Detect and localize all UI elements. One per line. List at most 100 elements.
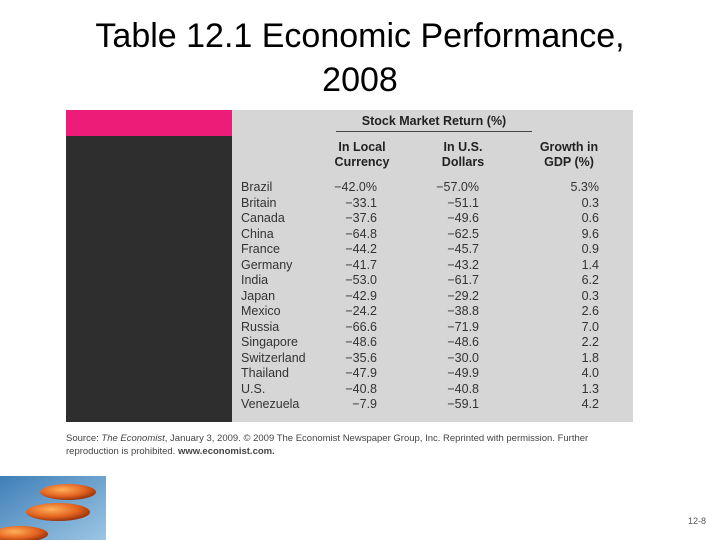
usd-return-cell: −30.0 bbox=[447, 350, 479, 365]
table-row: Venezuela −7.9 −59.1 4.2 bbox=[232, 397, 633, 413]
table-row: Canada −37.6 −49.6 0.6 bbox=[232, 211, 633, 227]
group-header: Stock Market Return (%) bbox=[336, 114, 532, 132]
source-label: Source: bbox=[66, 433, 99, 444]
usd-return-cell: −51.1 bbox=[447, 195, 479, 210]
gdp-growth-cell: 0.3 bbox=[581, 288, 599, 303]
country-cell: Japan bbox=[241, 288, 276, 303]
gdp-growth-cell: 2.2 bbox=[581, 335, 599, 349]
table-row: Japan −42.9 −29.2 0.3 bbox=[232, 289, 633, 305]
figure-left-panel bbox=[66, 110, 232, 422]
column-header-local: In Local Currency bbox=[314, 140, 410, 170]
table-row: Germany −41.7 −43.2 1.4 bbox=[232, 258, 633, 274]
country-cell: Mexico bbox=[241, 304, 281, 318]
local-return-cell: −40.8 bbox=[345, 381, 377, 396]
usd-return-cell: −49.9 bbox=[447, 366, 479, 380]
title-line-1: Table 12.1 Economic Performance, bbox=[95, 17, 625, 55]
usd-return-cell: −48.6 bbox=[447, 335, 479, 349]
table-row: Russia −66.6 −71.9 7.0 bbox=[232, 320, 633, 336]
data-table: Stock Market Return (%) In Local Currenc… bbox=[232, 110, 633, 422]
usd-return-cell: −49.6 bbox=[447, 211, 479, 225]
gdp-growth-cell: 6.2 bbox=[581, 273, 599, 287]
column-header-usd-line2: Dollars bbox=[441, 155, 485, 169]
column-header-gdp-line1: Growth in bbox=[539, 140, 599, 154]
gdp-growth-cell: 5.3% bbox=[570, 180, 600, 194]
usd-return-cell: −61.7 bbox=[447, 273, 479, 287]
gdp-growth-cell: 4.0 bbox=[581, 366, 599, 380]
table-row: France −44.2 −45.7 0.9 bbox=[232, 242, 633, 258]
source-text: , January 3, 2009. © 2009 The Economist … bbox=[66, 433, 589, 457]
table-row: Britain −33.1 −51.1 0.3 bbox=[232, 196, 633, 212]
local-return-cell: −41.7 bbox=[345, 257, 377, 272]
local-return-cell: −42.9 bbox=[345, 288, 377, 303]
country-cell: Brazil bbox=[241, 180, 273, 194]
gdp-growth-cell: 9.6 bbox=[581, 226, 599, 241]
usd-return-cell: −43.2 bbox=[447, 257, 479, 272]
source-note: Source: The Economist, January 3, 2009. … bbox=[66, 432, 626, 458]
table-figure: Stock Market Return (%) In Local Currenc… bbox=[66, 110, 633, 422]
usd-return-cell: −62.5 bbox=[447, 226, 479, 241]
source-publication: The Economist bbox=[101, 433, 165, 444]
gdp-growth-cell: 1.4 bbox=[581, 257, 599, 272]
table-row: Singapore −48.6 −48.6 2.2 bbox=[232, 335, 633, 351]
local-return-cell: −44.2 bbox=[345, 242, 377, 256]
country-cell: Thailand bbox=[241, 366, 289, 380]
slide-number: 12-8 bbox=[687, 516, 706, 526]
table-row: Brazil −42.0% −57.0% 5.3% bbox=[232, 180, 633, 196]
country-cell: China bbox=[241, 226, 274, 241]
country-cell: France bbox=[241, 242, 280, 256]
column-header-usd: In U.S. Dollars bbox=[418, 140, 508, 170]
gdp-growth-cell: 1.3 bbox=[581, 381, 599, 396]
country-cell: Singapore bbox=[241, 335, 298, 349]
slide-title: Table 12.1 Economic Performance, 2008 bbox=[20, 14, 700, 102]
column-header-usd-line1: In U.S. bbox=[443, 140, 483, 154]
column-header-local-line2: Currency bbox=[334, 155, 390, 169]
usd-return-cell: −59.1 bbox=[447, 397, 479, 411]
column-header-gdp-line2: GDP (%) bbox=[544, 155, 594, 169]
table-body: Brazil −42.0% −57.0% 5.3% Britain −33.1 −51.1 0… bbox=[232, 180, 633, 413]
country-cell: U.S. bbox=[241, 381, 266, 396]
table-row: China −64.8 −62.5 9.6 bbox=[232, 227, 633, 243]
local-return-cell: −37.6 bbox=[345, 211, 377, 225]
usd-return-cell: −38.8 bbox=[447, 304, 479, 318]
table-row: U.S. −40.8 −40.8 1.3 bbox=[232, 382, 633, 398]
usd-return-cell: −57.0% bbox=[436, 180, 479, 194]
country-cell: Switzerland bbox=[241, 350, 306, 365]
gdp-growth-cell: 4.2 bbox=[581, 397, 599, 411]
local-return-cell: −35.6 bbox=[345, 350, 377, 365]
country-cell: Germany bbox=[241, 257, 293, 272]
gdp-growth-cell: 0.3 bbox=[581, 195, 599, 210]
usd-return-cell: −40.8 bbox=[447, 381, 479, 396]
country-cell: Canada bbox=[241, 211, 285, 225]
pink-accent-bar bbox=[66, 110, 232, 136]
table-row: India −53.0 −61.7 6.2 bbox=[232, 273, 633, 289]
usd-return-cell: −29.2 bbox=[447, 288, 479, 303]
gdp-growth-cell: 2.6 bbox=[581, 304, 599, 318]
local-return-cell: −7.9 bbox=[352, 397, 377, 411]
local-return-cell: −48.6 bbox=[345, 335, 377, 349]
gdp-growth-cell: 1.8 bbox=[581, 350, 599, 365]
source-url: www.economist.com. bbox=[177, 446, 275, 457]
local-return-cell: −33.1 bbox=[345, 195, 377, 210]
gdp-growth-cell: 0.9 bbox=[581, 242, 599, 256]
table-row: Switzerland −35.6 −30.0 1.8 bbox=[232, 351, 633, 367]
column-header-local-line1: In Local bbox=[338, 140, 386, 154]
decorative-stones-image bbox=[0, 476, 106, 540]
country-cell: Britain bbox=[241, 195, 277, 210]
local-return-cell: −64.8 bbox=[345, 226, 377, 241]
usd-return-cell: −71.9 bbox=[447, 319, 479, 334]
country-cell: India bbox=[241, 273, 269, 287]
country-cell: Venezuela bbox=[241, 397, 300, 411]
usd-return-cell: −45.7 bbox=[447, 242, 479, 256]
table-row: Thailand −47.9 −49.9 4.0 bbox=[232, 366, 633, 382]
column-header-gdp: Growth in GDP (%) bbox=[514, 140, 624, 170]
local-return-cell: −24.2 bbox=[345, 304, 377, 318]
gdp-growth-cell: 7.0 bbox=[581, 319, 599, 334]
local-return-cell: −47.9 bbox=[345, 366, 377, 380]
table-row: Mexico −24.2 −38.8 2.6 bbox=[232, 304, 633, 320]
gdp-growth-cell: 0.6 bbox=[581, 211, 599, 225]
local-return-cell: −53.0 bbox=[345, 273, 377, 287]
local-return-cell: −66.6 bbox=[345, 319, 377, 334]
title-line-2: 2008 bbox=[322, 61, 398, 99]
country-cell: Russia bbox=[241, 319, 280, 334]
local-return-cell: −42.0% bbox=[334, 180, 377, 194]
